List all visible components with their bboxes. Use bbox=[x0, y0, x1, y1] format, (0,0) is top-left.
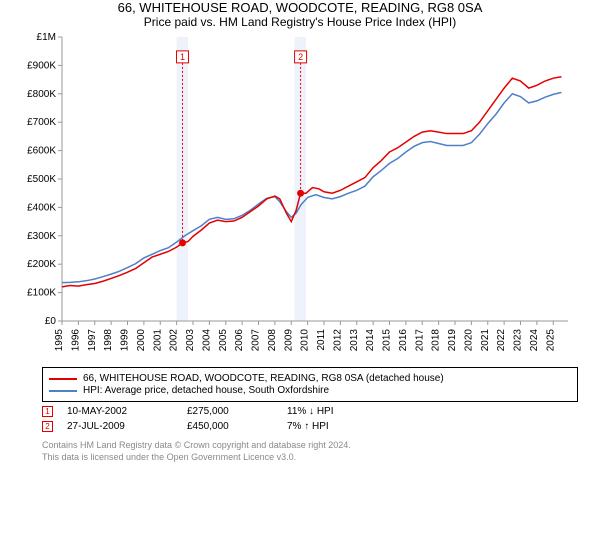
x-tick-label: 2005 bbox=[218, 329, 229, 352]
y-tick-label: £1M bbox=[37, 32, 56, 43]
x-tick-label: 2016 bbox=[398, 329, 409, 352]
legend-item: HPI: Average price, detached house, Sout… bbox=[49, 385, 571, 396]
transaction-date: 27-JUL-2009 bbox=[67, 421, 187, 432]
x-tick-label: 2015 bbox=[382, 329, 393, 352]
page-title: 66, WHITEHOUSE ROAD, WOODCOTE, READING, … bbox=[0, 0, 600, 15]
x-tick-label: 2011 bbox=[316, 329, 327, 351]
x-tick-label: 2007 bbox=[251, 329, 262, 352]
marker-id: 1 bbox=[180, 52, 185, 62]
legend-label: HPI: Average price, detached house, Sout… bbox=[83, 385, 329, 396]
marker-dot bbox=[297, 190, 304, 197]
legend: 66, WHITEHOUSE ROAD, WOODCOTE, READING, … bbox=[42, 367, 578, 402]
x-tick-label: 2006 bbox=[234, 329, 245, 352]
x-tick-label: 2001 bbox=[152, 329, 163, 352]
transaction-marker: 1 bbox=[42, 406, 53, 417]
x-tick-label: 2019 bbox=[447, 329, 458, 352]
x-tick-label: 2000 bbox=[136, 329, 147, 352]
attribution-line: Contains HM Land Registry data © Crown c… bbox=[42, 440, 600, 452]
y-tick-label: £200K bbox=[27, 259, 56, 270]
transaction-marker: 2 bbox=[42, 421, 53, 432]
x-tick-label: 2004 bbox=[201, 329, 212, 352]
x-tick-label: 2025 bbox=[545, 329, 556, 352]
x-tick-label: 2024 bbox=[529, 329, 540, 352]
price-chart: £0 £100K £200K £300K £400K £500K £600K £700K £80… bbox=[20, 31, 580, 361]
x-tick-label: 2012 bbox=[332, 329, 343, 352]
legend-item: 66, WHITEHOUSE ROAD, WOODCOTE, READING, … bbox=[49, 373, 571, 384]
legend-label: 66, WHITEHOUSE ROAD, WOODCOTE, READING, … bbox=[83, 373, 444, 384]
y-tick-label: £700K bbox=[27, 117, 56, 128]
transaction-list: 1 10-MAY-2002£275,00011% ↓ HPI 2 27-JUL-200… bbox=[0, 406, 600, 432]
x-tick-label: 2020 bbox=[463, 329, 474, 352]
y-tick-label: £400K bbox=[27, 202, 56, 213]
y-tick-label: £100K bbox=[27, 288, 56, 299]
page-subtitle: Price paid vs. HM Land Registry's House … bbox=[0, 15, 600, 29]
x-tick-label: 2008 bbox=[267, 329, 278, 352]
y-tick-label: £900K bbox=[27, 60, 56, 71]
transaction-diff: 11% ↓ HPI bbox=[287, 406, 387, 417]
y-tick-label: £0 bbox=[45, 316, 57, 327]
x-tick-label: 1998 bbox=[103, 329, 114, 352]
x-tick-label: 1999 bbox=[120, 329, 131, 352]
attribution-line: This data is licensed under the Open Gov… bbox=[42, 452, 600, 464]
legend-swatch bbox=[49, 378, 77, 380]
x-tick-label: 1997 bbox=[87, 329, 98, 352]
x-tick-label: 2014 bbox=[365, 329, 376, 352]
transaction-price: £450,000 bbox=[187, 421, 287, 432]
attribution: Contains HM Land Registry data © Crown c… bbox=[42, 440, 600, 463]
legend-swatch bbox=[49, 390, 77, 392]
transaction-row: 1 10-MAY-2002£275,00011% ↓ HPI bbox=[42, 406, 600, 417]
x-tick-label: 2010 bbox=[300, 329, 311, 352]
x-tick-label: 2017 bbox=[414, 329, 425, 352]
transaction-date: 10-MAY-2002 bbox=[67, 406, 187, 417]
marker-dot bbox=[179, 239, 186, 246]
x-tick-label: 2003 bbox=[185, 329, 196, 352]
x-tick-label: 2013 bbox=[349, 329, 360, 352]
x-tick-label: 1996 bbox=[70, 329, 81, 352]
y-tick-label: £600K bbox=[27, 146, 56, 157]
x-tick-label: 2022 bbox=[496, 329, 507, 352]
x-tick-label: 2002 bbox=[169, 329, 180, 352]
series-property bbox=[62, 77, 561, 287]
marker-id: 2 bbox=[298, 52, 303, 62]
x-tick-label: 2023 bbox=[513, 329, 524, 352]
transaction-diff: 7% ↑ HPI bbox=[287, 421, 387, 432]
x-tick-label: 1995 bbox=[54, 329, 65, 352]
x-tick-label: 2021 bbox=[480, 329, 491, 352]
y-tick-label: £800K bbox=[27, 89, 56, 100]
transaction-price: £275,000 bbox=[187, 406, 287, 417]
y-tick-label: £500K bbox=[27, 174, 56, 185]
x-tick-label: 2009 bbox=[283, 329, 294, 352]
y-tick-label: £300K bbox=[27, 231, 56, 242]
transaction-row: 2 27-JUL-2009£450,0007% ↑ HPI bbox=[42, 421, 600, 432]
x-tick-label: 2018 bbox=[431, 329, 442, 352]
